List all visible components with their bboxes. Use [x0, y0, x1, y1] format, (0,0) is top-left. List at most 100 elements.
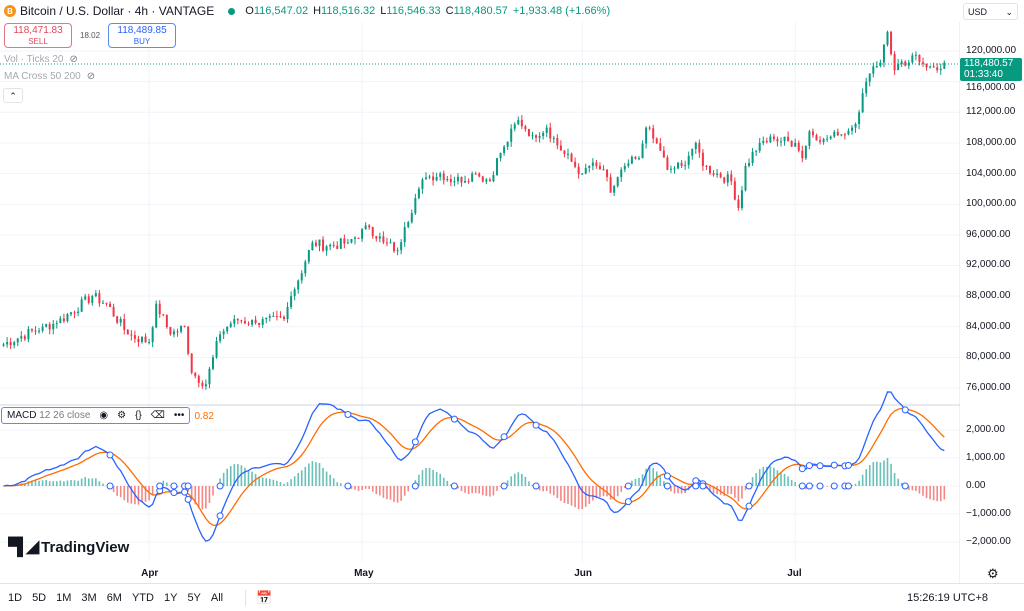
range-button-ytd[interactable]: YTD — [131, 591, 154, 604]
candle-up — [751, 151, 754, 164]
candle-down — [520, 119, 523, 127]
macd-legend[interactable]: MACD 12 26 close ◉ ⚙ {} ⌫ ••• — [1, 407, 191, 424]
candle-down — [201, 382, 204, 387]
range-button-6m[interactable]: 6M — [106, 591, 122, 604]
buy-label: BUY — [133, 37, 151, 46]
candle-up — [545, 127, 548, 133]
candle-up — [780, 141, 782, 143]
candle-down — [737, 199, 740, 209]
trash-icon[interactable]: ⌫ — [150, 410, 165, 421]
macd-cross-marker — [170, 489, 178, 497]
macd-histogram-bar — [386, 486, 388, 500]
macd-histogram-bar — [499, 486, 502, 487]
macd-histogram-bar — [641, 474, 644, 486]
price-tick: 84,000.00 — [966, 320, 1011, 332]
range-button-1m[interactable]: 1M — [56, 591, 72, 604]
range-button-1d[interactable]: 1D — [8, 591, 23, 604]
candle-up — [151, 327, 154, 343]
macd-histogram-bar — [897, 478, 899, 486]
macd-histogram-bar — [567, 486, 569, 504]
candle-down — [87, 296, 90, 303]
candle-up — [939, 68, 942, 71]
candle-down — [922, 62, 924, 64]
macd-histogram-bar — [553, 486, 555, 496]
macd-cross-marker — [798, 482, 806, 490]
macd-histogram-bar — [592, 486, 594, 501]
macd-histogram-bar — [521, 473, 523, 486]
sell-button[interactable]: 118,471.83 SELL — [4, 23, 72, 48]
collapse-legend-button[interactable]: ⌃ — [3, 88, 23, 103]
macd-histogram-bar — [645, 468, 647, 486]
macd-histogram-bar — [822, 486, 825, 487]
macd-histogram-bar — [783, 473, 786, 486]
macd-histogram-bar — [279, 482, 282, 486]
macd-cross-marker — [805, 462, 813, 470]
candle-up — [616, 177, 619, 187]
candle-down — [797, 142, 800, 151]
candle-down — [258, 322, 261, 325]
buy-button[interactable]: 118,489.85 BUY — [108, 23, 177, 48]
clock[interactable]: 15:26:19 UTC+8 — [906, 591, 988, 604]
candle-down — [772, 136, 775, 140]
macd-histogram-bar — [471, 486, 473, 494]
candle-down — [123, 318, 126, 330]
eye-hidden-icon[interactable]: ⊘ — [86, 71, 96, 82]
macd-histogram-bar — [70, 479, 72, 486]
macd-histogram-bar — [908, 486, 910, 490]
source-code-icon[interactable]: {} — [135, 410, 142, 421]
macd-histogram-bar — [300, 470, 303, 486]
macd-histogram-bar — [570, 486, 573, 506]
macd-histogram-bar — [56, 481, 58, 486]
macd-histogram-bar — [194, 486, 197, 505]
range-button-5d[interactable]: 5D — [32, 591, 47, 604]
macd-histogram-bar — [52, 481, 55, 486]
macd-histogram-bar — [602, 486, 605, 496]
candle-down — [527, 129, 530, 136]
macd-histogram-bar — [698, 483, 701, 486]
candle-down — [371, 227, 374, 237]
price-chart[interactable] — [0, 0, 960, 583]
macd-histogram-bar — [737, 486, 740, 502]
indicator-volume[interactable]: Vol · Ticks 20 ⊘ — [4, 54, 78, 65]
eye-hidden-icon[interactable]: ⊘ — [69, 54, 78, 65]
candle-down — [197, 376, 200, 383]
macd-histogram-bar — [616, 486, 619, 497]
macd-histogram-bar — [588, 486, 591, 504]
symbol-title[interactable]: Bitcoin / U.S. Dollar · 4h · VANTAGE — [20, 4, 215, 18]
close-value: 118,480.57 — [453, 5, 508, 17]
macd-histogram-bar — [162, 480, 165, 486]
date-range-calendar-icon[interactable]: 📅 — [245, 589, 272, 606]
more-icon[interactable]: ••• — [173, 410, 185, 421]
macd-histogram-bar — [219, 478, 221, 486]
candle-up — [439, 173, 442, 177]
tradingview-logo[interactable]: ▀▌◢ TradingView — [8, 537, 129, 557]
eye-icon[interactable]: ◉ — [99, 410, 109, 421]
candle-down — [723, 177, 726, 183]
candle-down — [680, 162, 683, 166]
macd-histogram-bar — [549, 486, 552, 494]
open-label: O — [245, 5, 254, 17]
macd-histogram-bar — [73, 480, 76, 486]
candle-up — [762, 140, 765, 143]
chart-settings-icon[interactable]: ⚙ — [987, 566, 999, 581]
candle-down — [890, 31, 893, 54]
range-button-5y[interactable]: 5Y — [187, 591, 201, 604]
indicator-ma-cross[interactable]: MA Cross 50 200 ⊘ — [4, 71, 95, 82]
low-label: L — [380, 5, 387, 17]
range-button-3m[interactable]: 3M — [81, 591, 97, 604]
candle-up — [865, 81, 868, 94]
candle-up — [641, 143, 644, 159]
candle-up — [410, 213, 413, 223]
macd-histogram-bar — [755, 473, 757, 486]
currency-select[interactable]: USD ⌄ — [963, 3, 1018, 20]
range-button-all[interactable]: All — [210, 591, 224, 604]
macd-histogram-bar — [474, 486, 477, 493]
candle-up — [293, 289, 296, 297]
candle-down — [254, 319, 257, 323]
candle-down — [183, 325, 186, 327]
candle-up — [538, 136, 541, 138]
range-button-1y[interactable]: 1Y — [163, 591, 178, 604]
candle-up — [513, 124, 516, 129]
macd-histogram-bar — [63, 481, 65, 486]
settings-icon[interactable]: ⚙ — [117, 410, 127, 421]
